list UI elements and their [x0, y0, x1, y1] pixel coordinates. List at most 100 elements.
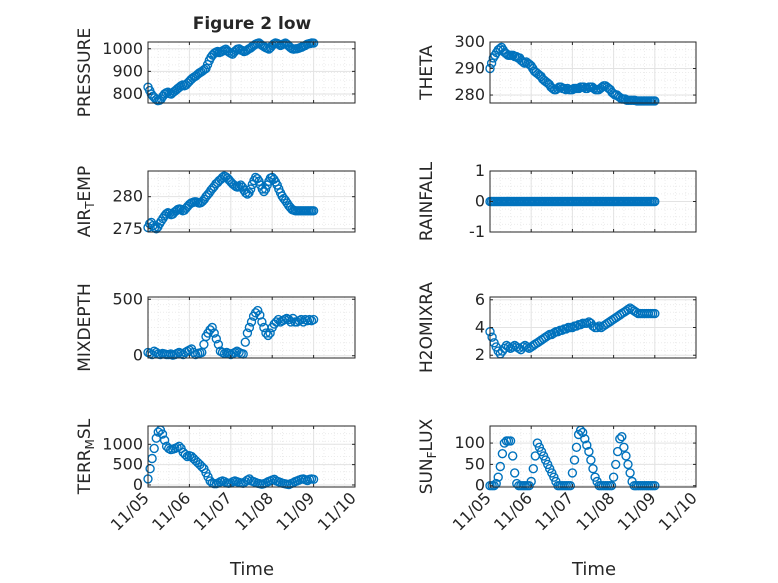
data-point [242, 475, 253, 485]
data-point [584, 446, 594, 457]
y-axis-label: H2OMIXRA [417, 282, 437, 373]
data-point [180, 449, 191, 460]
data-point [493, 472, 503, 482]
data-point [508, 451, 518, 461]
data-point [590, 472, 600, 482]
data-point [650, 196, 660, 207]
series-markers [143, 305, 319, 360]
y-axis-label: PRESSURE [75, 28, 95, 117]
data-point [567, 468, 578, 478]
axes-box [147, 41, 356, 104]
data-point [621, 451, 631, 461]
axes-box [147, 425, 356, 488]
subplot-3: 275 280 AIRTEMP [75, 166, 356, 238]
y-tick-label: 100 [454, 433, 485, 452]
x-tick-label: 11/06 [148, 488, 194, 534]
series-markers [485, 42, 660, 106]
data-point [257, 317, 267, 327]
data-point [495, 461, 505, 472]
subplot-2: 280 290 300 THETA [417, 32, 697, 106]
y-tick-label: 280 [112, 187, 143, 206]
data-point [211, 334, 222, 344]
axes-box [489, 425, 697, 488]
y-axis-label: RAINFALL [417, 161, 437, 241]
y-tick-label: 2 [475, 345, 485, 364]
data-point [522, 342, 532, 352]
series-markers [143, 171, 319, 234]
data-point [650, 96, 660, 106]
series-markers [143, 38, 319, 106]
y-tick-label: 275 [112, 219, 143, 238]
data-point [149, 443, 159, 454]
data-point [588, 464, 598, 474]
x-tick-label: 11/07 [531, 488, 577, 534]
data-point [505, 436, 516, 446]
data-point [508, 342, 518, 352]
data-point [575, 320, 586, 330]
y-axis-label: THETA [417, 45, 437, 101]
data-point [213, 339, 224, 350]
data-point [625, 468, 635, 478]
data-point [172, 442, 182, 453]
y-tick-label: 290 [454, 59, 485, 78]
y-axis-label: AIRTEMP [75, 166, 97, 237]
data-point [271, 317, 281, 327]
y-tick-label: 1 [475, 161, 485, 180]
data-point [212, 46, 223, 57]
data-point [534, 442, 545, 452]
data-point [578, 427, 588, 438]
data-point [617, 432, 627, 442]
data-point [547, 468, 557, 478]
y-tick-label: 1000 [102, 39, 143, 58]
data-point [619, 442, 629, 452]
y-axis-label: MIXDEPTH [75, 283, 95, 372]
data-point [569, 455, 580, 465]
x-tick-label: 11/08 [572, 488, 618, 534]
data-point [613, 446, 623, 457]
data-point [594, 321, 604, 331]
data-point [284, 314, 294, 325]
data-point [582, 440, 592, 450]
x-axis-label-right: Time [571, 559, 616, 580]
data-point [308, 474, 319, 484]
y-tick-label: 900 [112, 61, 143, 80]
series-markers [485, 196, 660, 207]
data-point [497, 449, 508, 459]
y-tick-label: 300 [454, 32, 485, 51]
series-markers [485, 303, 660, 359]
y-tick-label: 50 [465, 454, 485, 473]
data-point [487, 332, 497, 342]
data-point [586, 455, 596, 465]
subplot-5: 0 500 MIXDEPTH [75, 283, 356, 372]
data-point [549, 328, 559, 338]
data-point [608, 472, 619, 482]
data-point [623, 459, 633, 470]
data-point [209, 328, 219, 338]
data-point [592, 322, 602, 333]
data-point [308, 206, 319, 216]
series-markers [485, 425, 660, 491]
y-tick-label: 0 [475, 192, 485, 211]
data-point [157, 429, 168, 439]
data-point [159, 435, 170, 445]
subplot-4: -1 0 1 RAINFALL [417, 161, 697, 241]
x-tick-label: 11/06 [490, 488, 536, 534]
data-point [571, 442, 582, 452]
data-point [308, 314, 319, 325]
data-point [161, 209, 171, 219]
data-point [486, 58, 497, 68]
x-tick-label: 11/08 [231, 488, 277, 534]
y-tick-label: 280 [454, 85, 485, 104]
y-axis-label: TERRMSL [75, 418, 97, 495]
data-point [308, 38, 319, 48]
data-point [265, 328, 275, 338]
data-point [510, 468, 520, 478]
data-point [245, 184, 256, 194]
x-tick-label: 11/10 [655, 488, 701, 534]
data-point [540, 455, 551, 465]
data-point [261, 328, 271, 338]
y-tick-label: 0 [133, 475, 143, 494]
